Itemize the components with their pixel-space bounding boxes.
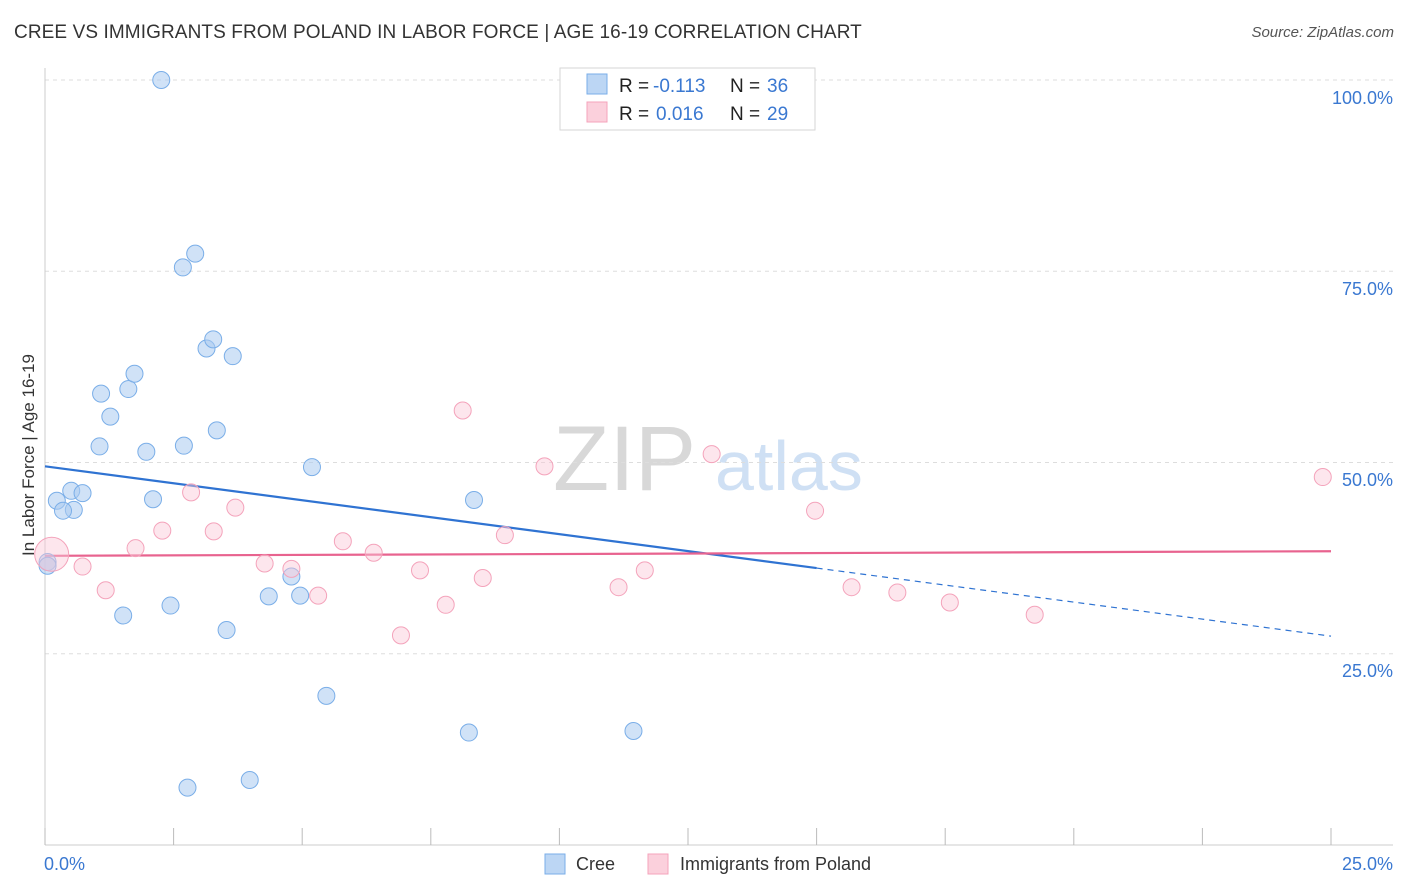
stats-legend: R = -0.113 N = 36 R = 0.016 N = 29 [559,67,816,131]
point-poland-10 [309,586,328,605]
point-poland-19 [535,457,554,476]
point-poland-22 [702,445,721,464]
point-cree-23 [217,621,236,640]
point-poland-4 [153,521,172,540]
point-poland-17 [473,569,492,588]
stats-r-label-poland: R = [619,104,649,125]
y-tick-label-75: 75.0% [1342,279,1393,299]
point-poland-13 [391,626,410,645]
point-poland-15 [436,595,455,614]
stats-r-value-poland: 0.016 [656,104,704,125]
point-poland-27 [1025,605,1044,624]
grid-lines [45,79,1393,655]
point-poland-20 [609,578,628,597]
point-cree-24 [259,587,278,606]
point-cree-22 [114,606,133,625]
point-cree-27 [302,458,321,477]
trend-line-cree-extrapolated [816,567,1332,637]
y-tick-label-50: 50.0% [1342,470,1393,490]
point-cree-25 [282,567,301,586]
watermark-zip: ZIP [553,408,696,510]
chart-title: CREE VS IMMIGRANTS FROM POLAND IN LABOR … [14,22,862,43]
stats-n-label-cree: N = [730,76,760,97]
point-poland-2 [96,581,115,600]
point-poland-0 [34,536,70,572]
point-cree-12 [137,442,156,461]
point-cree-30 [459,723,478,742]
y-tick-label-100: 100.0% [1332,88,1393,108]
trend-line-cree [44,465,817,570]
point-cree-19 [207,421,226,440]
trend-line-poland [44,550,1332,557]
point-cree-31 [624,722,643,741]
legend-swatch-cree [544,853,566,875]
axes [44,68,1393,846]
point-poland-25 [888,583,907,602]
point-poland-18 [495,526,514,545]
point-cree-26 [291,586,310,605]
point-cree-33 [240,770,259,789]
y-axis-label: In Labor Force | Age 16-19 [19,354,38,556]
x-tick-label-min: 0.0% [44,854,85,874]
series-legend: Cree Immigrants from Poland [544,853,871,875]
point-cree-9 [119,380,138,399]
point-poland-16 [453,401,472,420]
point-cree-29 [465,490,484,509]
point-poland-3 [126,539,145,558]
point-cree-28 [317,686,336,705]
stats-n-value-cree: 36 [767,76,788,97]
point-cree-5 [54,501,73,520]
point-cree-7 [92,384,111,403]
point-cree-32 [178,778,197,797]
point-cree-15 [186,244,205,263]
point-poland-7 [226,498,245,517]
y-tick-label-25: 25.0% [1342,661,1393,681]
point-poland-21 [635,561,654,580]
stats-r-value-cree: -0.113 [653,76,705,97]
point-poland-5 [182,483,201,502]
stats-n-value-poland: 29 [767,104,788,125]
point-cree-11 [90,437,109,456]
chart-source: Source: ZipAtlas.com [1251,24,1394,41]
trend-lines [44,465,1332,637]
stats-r-label-cree: R = [619,76,649,97]
point-poland-6 [204,522,223,541]
point-poland-26 [940,593,959,612]
point-cree-20 [174,436,193,455]
x-tick-label-max: 25.0% [1342,854,1393,874]
point-cree-0 [152,71,171,89]
legend-swatch-poland [647,853,669,875]
point-poland-24 [842,578,861,597]
point-cree-10 [125,364,144,383]
point-cree-21 [161,596,180,615]
stats-swatch-poland [586,101,608,123]
stats-swatch-cree [586,73,608,95]
point-poland-23 [806,501,825,520]
point-poland-28 [1313,468,1332,487]
point-poland-8 [255,554,274,573]
point-cree-14 [173,258,192,277]
point-poland-1 [73,557,92,576]
legend-label-cree: Cree [576,854,615,874]
watermark-atlas: atlas [715,427,863,505]
data-points [34,71,1332,797]
point-cree-6 [73,484,92,503]
point-poland-11 [333,532,352,551]
point-poland-12 [364,543,383,562]
legend-label-poland: Immigrants from Poland [680,854,871,874]
point-poland-14 [410,561,429,580]
point-cree-18 [223,347,242,366]
point-cree-17 [204,330,223,349]
point-poland-9 [282,559,301,578]
stats-n-label-poland: N = [730,104,760,125]
point-cree-8 [101,407,120,426]
point-cree-13 [144,490,163,509]
